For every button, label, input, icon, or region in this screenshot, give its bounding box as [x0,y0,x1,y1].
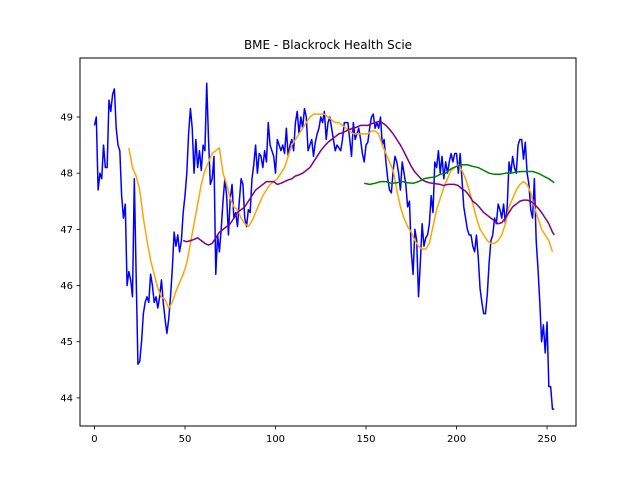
series-layer [93,82,555,410]
series-line-3 [182,120,555,246]
y-tick-label: 44 [60,393,73,404]
series-line-1 [93,82,555,410]
x-tick-label: 150 [356,434,375,445]
plot-frame [79,57,577,427]
x-tick-label: 100 [266,434,285,445]
x-axis: 0 50 100 150 200 250 [91,426,557,445]
y-axis: 44 45 46 47 48 49 [60,112,80,404]
chart-title: BME - Blackrock Health Scie [244,38,412,52]
y-tick-label: 45 [60,337,73,348]
x-tick-label: 200 [447,434,466,445]
y-tick-label: 46 [60,281,73,292]
series-line-2 [128,113,554,309]
y-tick-label: 48 [60,169,73,180]
series-line-4 [364,164,555,186]
x-tick-label: 0 [91,434,97,445]
y-tick-label: 47 [60,225,73,236]
x-tick-label: 50 [179,434,192,445]
x-tick-label: 250 [537,434,556,445]
y-tick-label: 49 [60,112,73,123]
